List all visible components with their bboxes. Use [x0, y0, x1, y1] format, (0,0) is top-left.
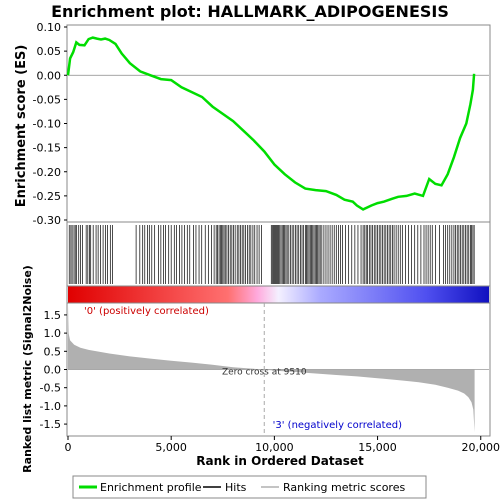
- metric-y-tick-label: 1.5: [44, 309, 62, 322]
- positive-correlation-label: '0' (positively correlated): [84, 306, 209, 317]
- metric-y-tick-label: 0.5: [44, 345, 62, 358]
- es-y-tick-label: -0.15: [33, 142, 61, 155]
- ranking-metric-area: [68, 305, 475, 433]
- legend-metric-label: Ranking metric scores: [283, 481, 405, 494]
- chart-title: Enrichment plot: HALLMARK_ADIPOGENESIS: [51, 2, 449, 21]
- x-tick-label: 20,000: [461, 441, 500, 454]
- es-y-tick-label: -0.20: [33, 166, 61, 179]
- metric-y-ticks: 1.5 1.0 0.5 0.0 -0.5 -1.0 -1.5: [40, 309, 67, 431]
- es-y-tick-label: -0.25: [33, 190, 61, 203]
- ranking-color-bar: [68, 286, 489, 303]
- es-y-tick-label: 0.00: [37, 69, 62, 82]
- es-y-tick-label: -0.05: [33, 93, 61, 106]
- x-tick-label: 0: [65, 441, 72, 454]
- metric-y-axis-label: Ranked list metric (Signal2Noise): [21, 265, 34, 473]
- es-panel-frame: [66, 24, 491, 223]
- metric-y-tick-label: 0.0: [44, 364, 62, 377]
- hit-markers: [68, 225, 475, 284]
- metric-y-tick-label: 1.0: [44, 327, 62, 340]
- x-tick-label: 15,000: [358, 441, 397, 454]
- legend-profile-label: Enrichment profile: [100, 481, 202, 494]
- negative-correlation-label: '3' (negatively correlated): [273, 420, 402, 431]
- x-axis-ticks: 0 5,000 10,000 15,000 20,000: [65, 436, 500, 454]
- enrichment-profile-line: [66, 36, 476, 211]
- es-y-tick-label: -0.30: [33, 214, 61, 227]
- es-y-axis-label: Enrichment score (ES): [14, 45, 29, 208]
- x-axis-label: Rank in Ordered Dataset: [196, 454, 364, 468]
- metric-y-tick-label: -1.5: [40, 418, 61, 431]
- es-y-tick-label: 0.05: [37, 45, 62, 58]
- legend-box: [72, 475, 427, 499]
- metric-y-tick-label: -0.5: [40, 382, 61, 395]
- metric-y-tick-label: -1.0: [40, 400, 61, 413]
- x-tick-label: 10,000: [255, 441, 294, 454]
- es-y-tick-label: -0.10: [33, 118, 61, 131]
- es-y-tick-label: 0.10: [37, 21, 62, 34]
- zero-cross-label: Zero cross at 9510: [222, 368, 307, 378]
- legend-hits-label: Hits: [225, 481, 247, 494]
- x-tick-label: 5,000: [155, 441, 187, 454]
- es-y-ticks: 0.10 0.05 0.00 -0.05 -0.10 -0.15 -0.20 -0.25 -0.…: [33, 21, 67, 227]
